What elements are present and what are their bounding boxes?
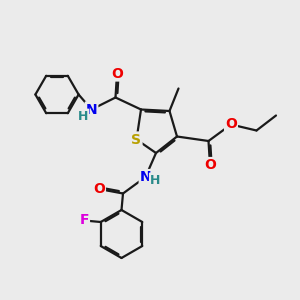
Text: F: F bbox=[80, 214, 89, 227]
Text: O: O bbox=[93, 182, 105, 196]
Text: H: H bbox=[78, 110, 88, 123]
Text: O: O bbox=[204, 158, 216, 172]
Text: N: N bbox=[86, 103, 97, 116]
Text: N: N bbox=[140, 170, 151, 184]
Text: S: S bbox=[131, 133, 142, 146]
Text: H: H bbox=[150, 173, 160, 187]
Text: O: O bbox=[225, 118, 237, 131]
Text: O: O bbox=[111, 67, 123, 80]
